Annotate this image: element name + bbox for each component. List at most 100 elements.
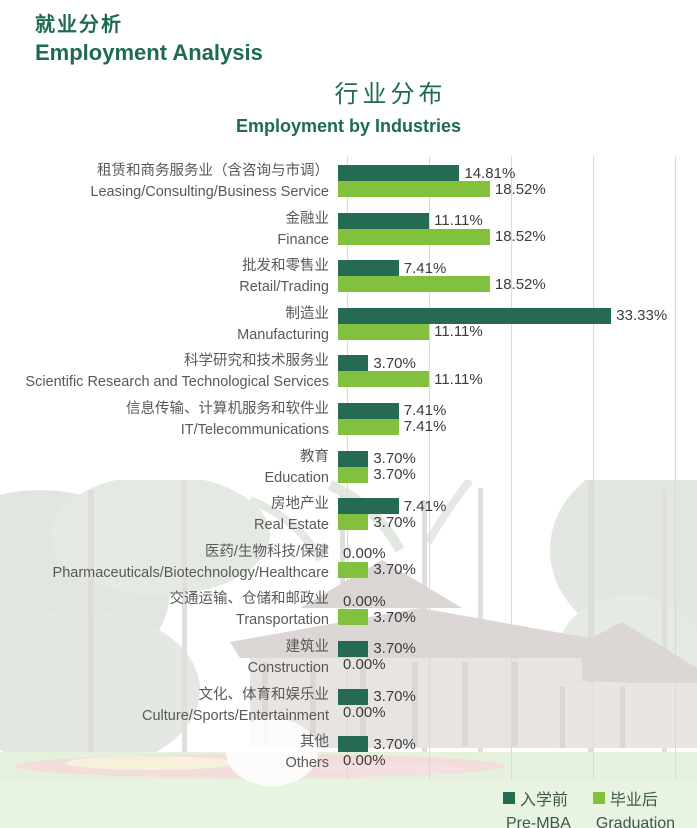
- industry-row: 房地产业 Real Estate 7.41% 3.70%: [0, 491, 697, 539]
- graduation-bar: [338, 228, 490, 245]
- graduation-bar: [338, 323, 430, 340]
- industry-label-en: IT/Telecommunications: [180, 421, 329, 438]
- bar-line: 11.11%: [338, 323, 697, 340]
- pre-mba-bar: [338, 736, 369, 753]
- bar-line: 14.81%: [338, 165, 697, 182]
- bar-line: 7.41%: [338, 402, 697, 420]
- bar-line: 3.70%: [338, 450, 697, 468]
- industry-bars: 0.00% 3.70%: [338, 586, 697, 634]
- industry-bars: 3.70% 0.00%: [338, 682, 697, 730]
- industry-label: 建筑业 Construction: [0, 634, 338, 682]
- pre-mba-value: 7.41%: [403, 402, 447, 420]
- industry-label-zh: 医药/生物科技/保健: [204, 543, 329, 560]
- industry-row: 交通运输、仓储和邮政业 Transportation 0.00% 3.70%: [0, 586, 697, 634]
- industry-label-en: Pharmaceuticals/Biotechnology/Healthcare: [52, 564, 329, 581]
- industry-label-zh: 文化、体育和娱乐业: [198, 686, 330, 703]
- industry-row: 科学研究和技术服务业 Scientific Research and Techno…: [0, 348, 697, 396]
- industry-label-zh: 信息传输、计算机服务和软件业: [126, 400, 329, 417]
- chart-title-zh: 行业分布: [334, 81, 447, 108]
- industry-label: 科学研究和技术服务业 Scientific Research and Techno…: [0, 348, 338, 396]
- bar-line: 3.70%: [338, 466, 697, 483]
- graduation-value: 0.00%: [343, 704, 386, 722]
- industry-label-en: Others: [285, 755, 329, 772]
- industry-label-zh: 金融业: [285, 210, 330, 227]
- industry-label-zh: 教育: [300, 448, 329, 465]
- graduation-value: 18.52%: [494, 180, 546, 198]
- pre-mba-bar: [338, 165, 460, 181]
- campus-photo-background: [0, 480, 697, 828]
- pre-mba-bar: [338, 260, 399, 277]
- industry-label-en: Real Estate: [254, 517, 329, 534]
- bar-line: 3.70%: [338, 609, 697, 626]
- industry-row: 建筑业 Construction 3.70% 0.00%: [0, 634, 697, 682]
- pre-mba-value: 3.70%: [373, 640, 416, 658]
- industry-label-en: Culture/Sports/Entertainment: [142, 707, 329, 724]
- industry-bars: 0.00% 3.70%: [338, 539, 697, 587]
- industry-label: 文化、体育和娱乐业 Culture/Sports/Entertainment: [0, 682, 338, 730]
- graduation-bar: [338, 514, 369, 531]
- pre-mba-bar: [338, 355, 369, 372]
- graduation-bar: [338, 418, 399, 435]
- graduation-bar: [338, 371, 430, 388]
- industry-label: 金融业 Finance: [0, 206, 338, 254]
- chart-title-en: Employment by Industries: [235, 116, 462, 136]
- graduation-bar: [338, 181, 490, 197]
- pre-mba-bar: [338, 450, 369, 467]
- graduation-bar: [338, 561, 369, 578]
- pre-mba-value: 3.70%: [373, 688, 416, 706]
- graduation-value: 7.41%: [403, 418, 447, 436]
- pre-mba-value: 7.41%: [403, 497, 447, 515]
- industry-row: 制造业 Manufacturing 33.33% 11.11%: [0, 301, 697, 349]
- bar-line: 0.00%: [338, 751, 697, 769]
- graduation-value: 18.52%: [494, 275, 546, 293]
- industry-row: 医药/生物科技/保健 Pharmaceuticals/Biotechnology/…: [0, 539, 697, 587]
- industry-label-en: Education: [264, 469, 330, 486]
- bar-line: 0.00%: [338, 545, 697, 563]
- industry-bars: 7.41% 3.70%: [338, 491, 697, 539]
- bar-line: 3.70%: [338, 354, 697, 372]
- industry-label: 交通运输、仓储和邮政业 Transportation: [0, 586, 338, 634]
- industry-bars: 3.70% 3.70%: [338, 444, 697, 492]
- legend-graduation-label-en: Graduation: [595, 815, 676, 828]
- bar-line: 0.00%: [338, 704, 697, 722]
- pre-mba-bar: [338, 640, 369, 657]
- industry-label: 房地产业 Real Estate: [0, 491, 338, 539]
- gridline-10pct: [429, 156, 430, 780]
- industry-row: 信息传输、计算机服务和软件业 IT/Telecommunications 7.41%…: [0, 396, 697, 444]
- industry-label: 信息传输、计算机服务和软件业 IT/Telecommunications: [0, 396, 338, 444]
- industry-label-zh: 建筑业: [285, 638, 330, 655]
- industry-row: 其他 Others 3.70% 0.00%: [0, 729, 697, 777]
- industry-label: 制造业 Manufacturing: [0, 301, 338, 349]
- sculpture-shape: [226, 718, 318, 786]
- industry-row: 金融业 Finance 11.11% 18.52%: [0, 206, 697, 254]
- industry-label: 其他 Others: [0, 729, 338, 777]
- bar-line: 0.00%: [338, 593, 697, 610]
- bar-line: 7.41%: [338, 497, 697, 515]
- industry-row: 文化、体育和娱乐业 Culture/Sports/Entertainment 3.7…: [0, 682, 697, 730]
- pre-mba-bar: [338, 212, 430, 229]
- industry-label-en: Leasing/Consulting/Business Service: [90, 184, 329, 200]
- industry-label-en: Finance: [277, 231, 329, 248]
- pre-mba-value: 3.70%: [373, 450, 416, 468]
- graduation-swatch: [592, 792, 605, 804]
- graduation-bar: [338, 609, 369, 626]
- bar-chart: 租赁和商务服务业（含咨询与市调） Leasing/Consulting/Busin…: [0, 158, 697, 777]
- industry-row: 批发和零售业 Retail/Trading 7.41% 18.52%: [0, 253, 697, 301]
- industry-label-en: Retail/Trading: [239, 279, 329, 296]
- graduation-value: 0.00%: [343, 751, 386, 769]
- graduation-value: 3.70%: [373, 513, 416, 531]
- pre-mba-value: 3.70%: [373, 354, 416, 372]
- bar-line: 3.70%: [338, 513, 697, 531]
- chart-legend: 入学前 Pre-MBA 毕业后 Graduation: [503, 786, 675, 828]
- industry-label: 教育 Education: [0, 444, 338, 492]
- bar-line: 3.70%: [338, 735, 697, 753]
- industry-row: 租赁和商务服务业（含咨询与市调） Leasing/Consulting/Busin…: [0, 158, 697, 206]
- pre-mba-value: 3.70%: [373, 735, 416, 753]
- pre-mba-value: 0.00%: [343, 545, 386, 563]
- industry-bars: 3.70% 0.00%: [338, 634, 697, 682]
- industry-label-zh: 制造业: [285, 305, 330, 322]
- pre-mba-bar: [338, 307, 612, 324]
- bar-line: 0.00%: [338, 656, 697, 673]
- graduation-bar: [338, 466, 369, 483]
